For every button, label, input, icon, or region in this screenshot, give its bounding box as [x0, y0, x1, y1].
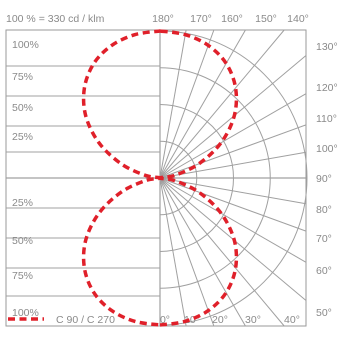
intensity-curve: [81, 28, 239, 327]
bottom-angle-label: 0°: [160, 314, 170, 326]
right-angle-label: 80°: [316, 204, 332, 216]
grid-spoke: [159, 177, 307, 232]
grid-spoke: [159, 29, 215, 179]
right-angle-label: 90°: [316, 173, 332, 185]
left-percent-label-upper: 75%: [12, 71, 33, 83]
right-angle-label: 100°: [316, 143, 338, 155]
bottom-angle-label: 30°: [245, 314, 261, 326]
right-angle-label: 50°: [316, 307, 332, 319]
right-angle-label: 60°: [316, 265, 332, 277]
intensity-series-0: [81, 28, 239, 327]
left-percent-label-lower: 100%: [12, 307, 39, 319]
scale-header: 100 % = 330 cd / klm: [6, 13, 105, 25]
grid-spoke: [159, 177, 307, 263]
bottom-angle-label: 20°: [212, 314, 228, 326]
legend: C 90 / C 270: [8, 314, 115, 326]
top-angle-label: 160°: [221, 13, 243, 25]
grid-spoke: [159, 29, 285, 179]
grid-spoke: [159, 177, 187, 327]
top-angle-label: 140°: [287, 13, 309, 25]
left-percent-label-lower: 25%: [12, 197, 33, 209]
right-angle-label: 110°: [316, 113, 337, 125]
left-percent-label-lower: 50%: [12, 235, 33, 247]
grid-spoke: [159, 177, 246, 327]
legend-label: C 90 / C 270: [56, 314, 115, 326]
left-percent-label-upper: 50%: [12, 102, 33, 114]
left-percent-label-lower: 75%: [12, 270, 33, 282]
left-percent-label-upper: 25%: [12, 131, 33, 143]
right-angle-label: 130°: [316, 41, 338, 53]
right-angle-label: 120°: [316, 82, 338, 94]
top-angle-label: 170°: [190, 13, 212, 25]
left-percent-label-upper: 100%: [12, 39, 39, 51]
grid-spoke: [159, 93, 307, 179]
grid-spoke: [159, 177, 307, 205]
grid-spoke: [159, 29, 187, 179]
top-angle-label: 150°: [255, 13, 277, 25]
bottom-angle-label: 40°: [284, 314, 300, 326]
grid-spoke: [159, 177, 285, 327]
grid-spoke: [159, 151, 307, 179]
grid-spoke: [159, 29, 246, 179]
grid-spoke: [159, 177, 215, 327]
right-angle-label: 70°: [316, 233, 332, 245]
grid-spoke: [159, 124, 307, 179]
grid-circle: [159, 30, 308, 326]
top-angle-label: 180°: [152, 13, 174, 25]
axis-labels: 180° 170° 160° 150° 140°0° 10° 20° 30° 40°130°12…: [12, 13, 338, 326]
